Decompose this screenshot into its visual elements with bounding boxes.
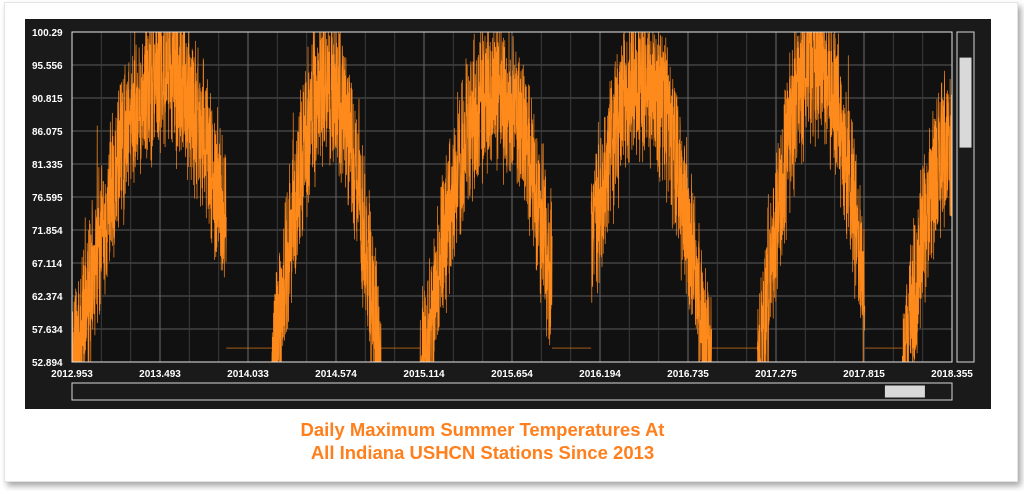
series-season-5 (756, 31, 866, 363)
x-tick-label: 2014.033 (227, 369, 269, 380)
horizontal-scrollbar[interactable] (71, 382, 953, 401)
caption-line-1: Daily Maximum Summer Temperatures At (300, 419, 665, 440)
figure-frame: 100.29 95.556 90.815 86.075 81.335 76.595 71.8… (4, 2, 1018, 482)
y-tick-label: 57.634 (32, 325, 63, 336)
y-tick-label: 90.815 (32, 94, 63, 105)
plot-border (71, 31, 953, 363)
series-layer (71, 31, 953, 363)
series-season-2 (271, 31, 382, 363)
y-tick-label: 52.894 (32, 358, 63, 369)
chart-panel: 100.29 95.556 90.815 86.075 81.335 76.595 71.8… (25, 19, 991, 409)
series-season-6 (901, 70, 953, 363)
x-tick-label: 2013.493 (139, 369, 181, 380)
x-tick-label: 2015.114 (403, 369, 445, 380)
x-tick-label: 2017.275 (755, 369, 797, 380)
vertical-scrollbar-thumb[interactable] (959, 57, 972, 148)
y-tick-label: 62.374 (32, 292, 63, 303)
y-tick-label: 95.556 (32, 61, 63, 72)
caption-line-2: All Indiana USHCN Stations Since 2013 (310, 442, 655, 463)
y-tick-label: 76.595 (32, 193, 63, 204)
x-tick-label: 2015.654 (491, 369, 533, 380)
y-tick-labels: 100.29 95.556 90.815 86.075 81.335 76.595 71.8… (32, 28, 63, 369)
series-season-3 (419, 31, 553, 363)
x-tick-label: 2016.194 (579, 369, 621, 380)
series-season-4 (590, 31, 713, 363)
y-tick-label: 67.114 (32, 259, 62, 270)
y-tick-label: 86.075 (32, 127, 63, 138)
x-tick-label: 2016.735 (667, 369, 709, 380)
y-tick-label: 71.854 (32, 226, 63, 237)
chart-svg: 100.29 95.556 90.815 86.075 81.335 76.595 71.8… (32, 28, 975, 401)
x-tick-labels: 2012.953 2013.493 2014.033 2014.574 2015.114… (51, 369, 973, 380)
x-tick-label: 2018.355 (931, 369, 973, 380)
chart-caption: Daily Maximum Summer Temperatures At All… (5, 418, 960, 464)
vertical-scrollbar[interactable] (956, 31, 975, 363)
x-tick-label: 2017.815 (843, 369, 885, 380)
x-tick-label: 2014.574 (315, 369, 357, 380)
y-tick-label: 100.29 (32, 28, 63, 39)
y-tick-label: 81.335 (32, 160, 63, 171)
horizontal-scrollbar-thumb[interactable] (884, 385, 925, 398)
x-tick-label: 2012.953 (51, 369, 93, 380)
series-season-1 (71, 31, 227, 363)
